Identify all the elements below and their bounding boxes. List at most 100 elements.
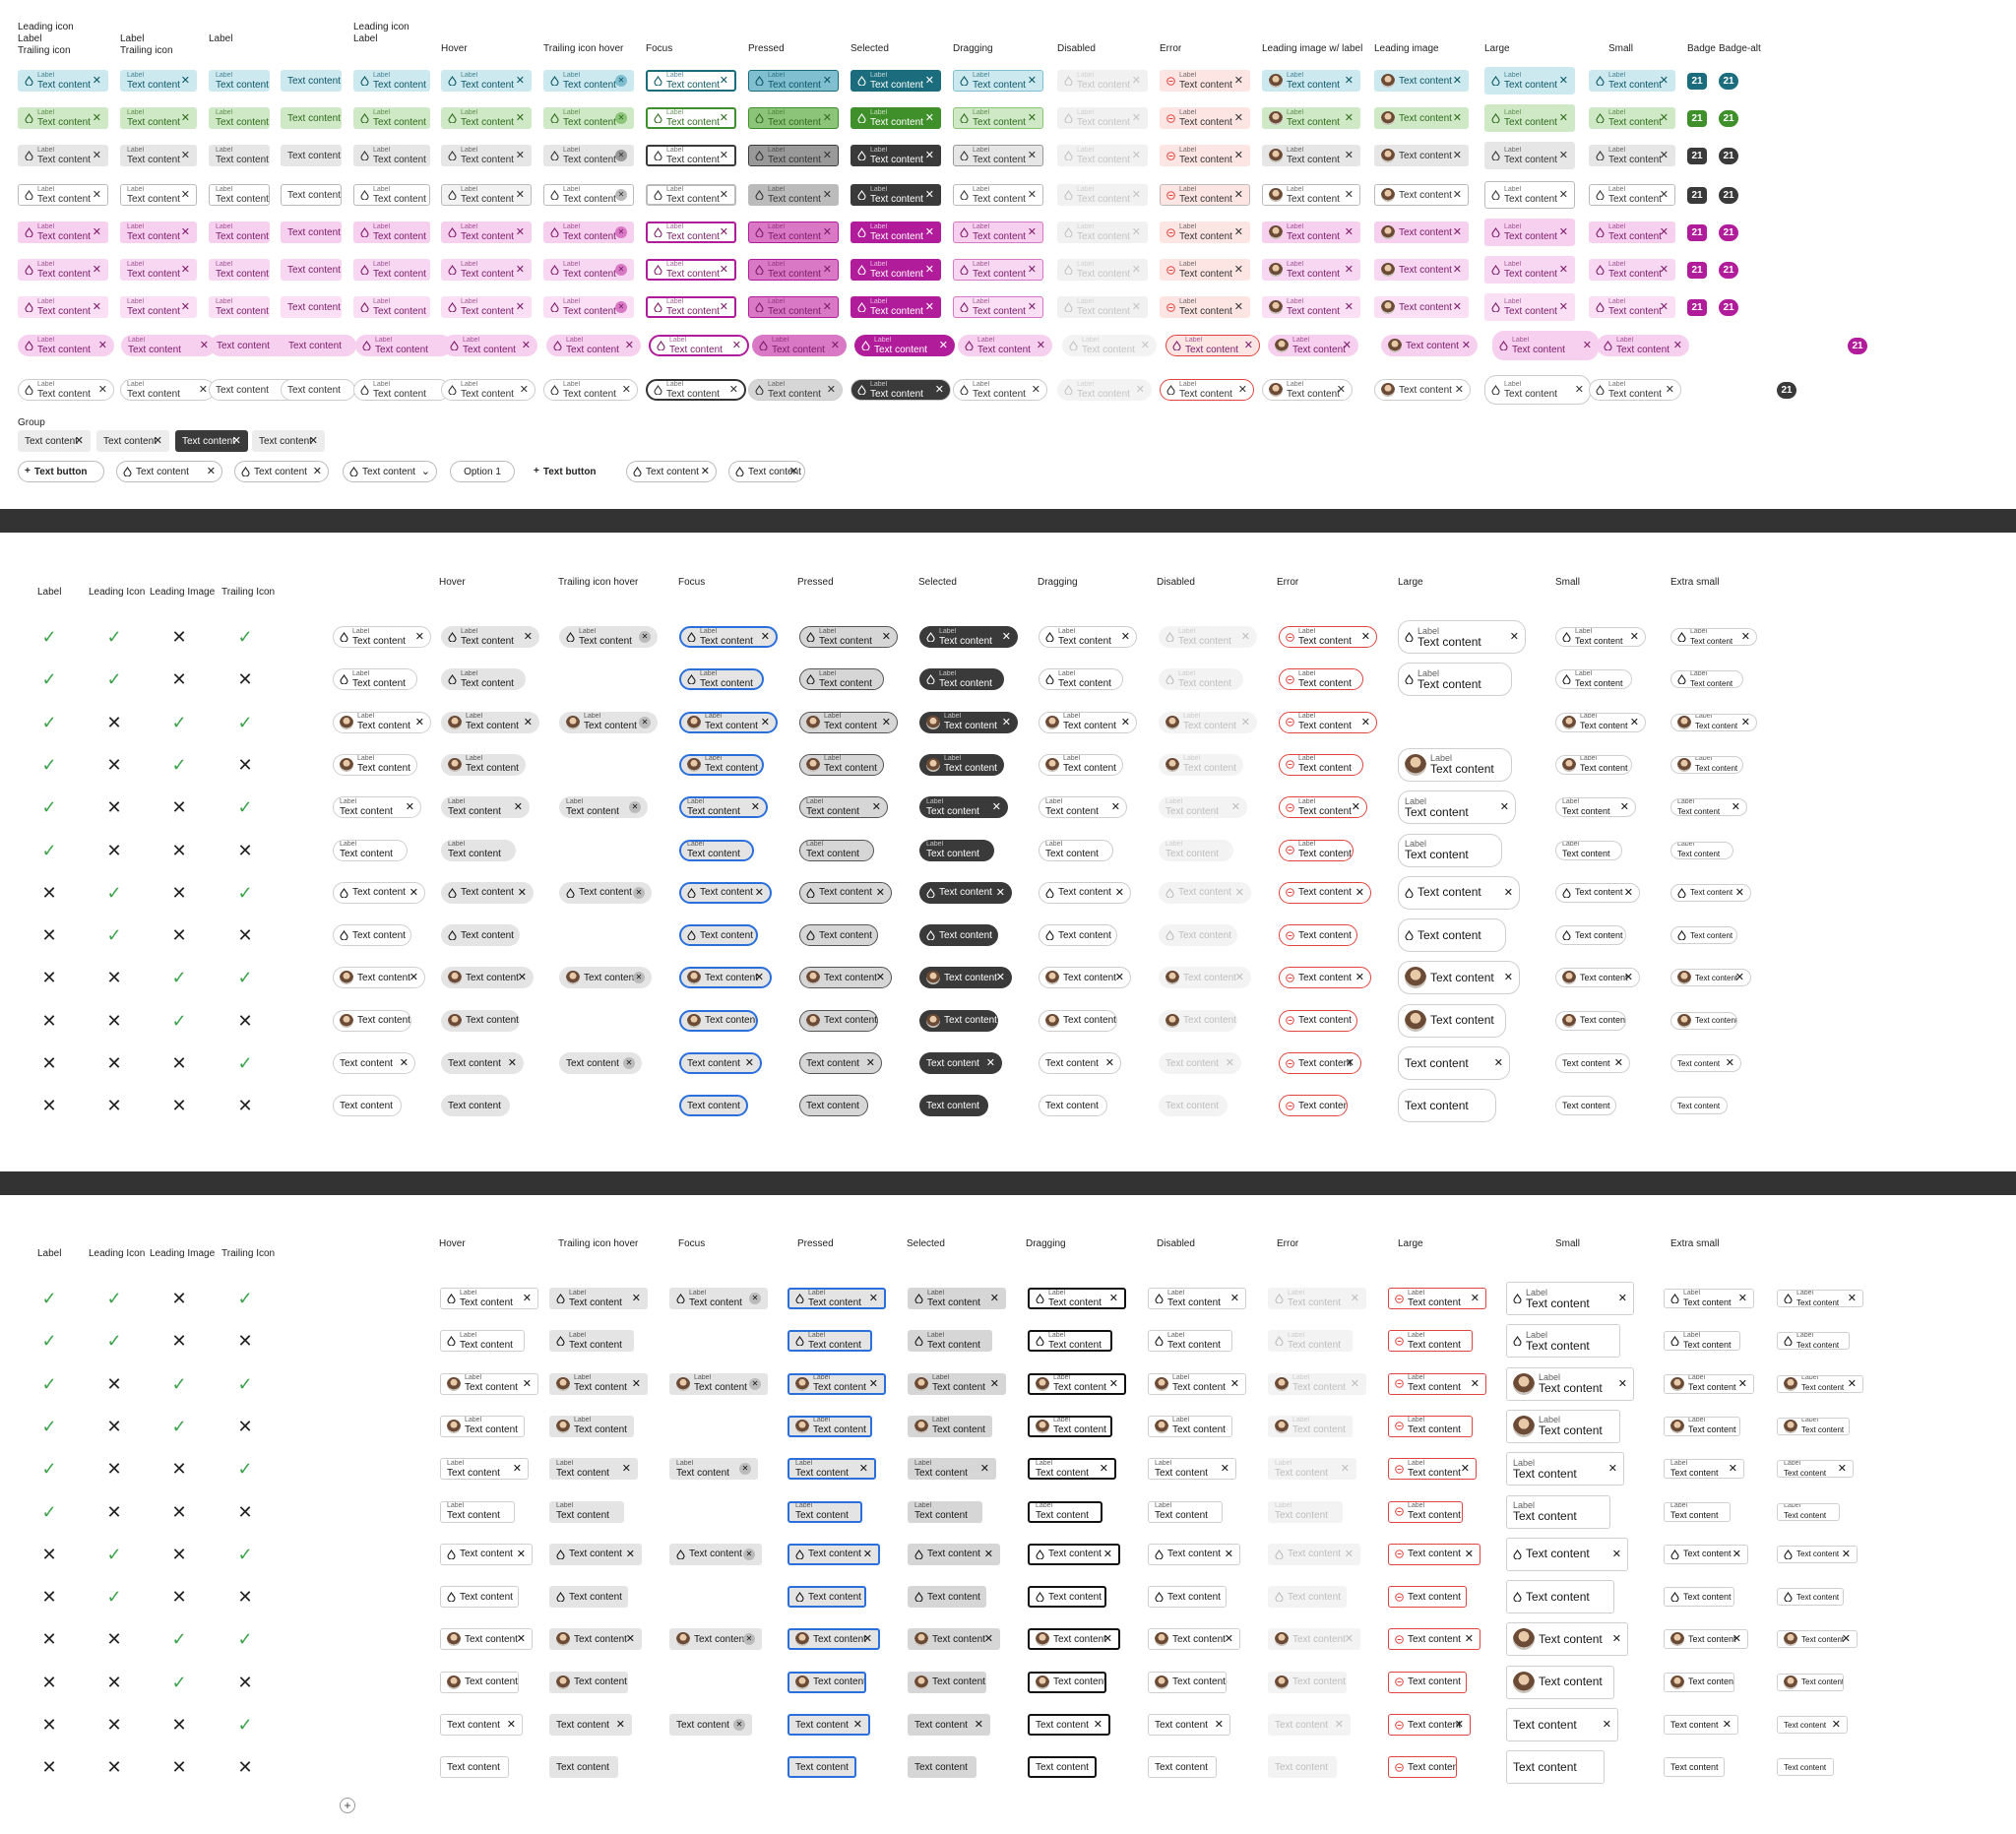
- close-icon[interactable]: ✕: [92, 301, 101, 313]
- chip[interactable]: Label Text content: [1028, 1415, 1112, 1437]
- chip[interactable]: Label Text content: [1777, 1502, 1840, 1521]
- chip[interactable]: Label Text content ✕: [850, 221, 941, 243]
- close-icon[interactable]: ✕: [881, 716, 891, 728]
- chip[interactable]: Text content✕: [333, 967, 425, 989]
- close-icon[interactable]: ✕: [625, 1548, 635, 1560]
- chip[interactable]: Text content✕: [1777, 1545, 1858, 1563]
- chip[interactable]: Label Text content ✕: [799, 626, 898, 648]
- chip[interactable]: Label Text content ✕: [18, 296, 108, 318]
- chip[interactable]: Label Text content ✕: [1388, 1458, 1477, 1481]
- chip[interactable]: Text content✕: [252, 430, 325, 452]
- chip[interactable]: Text content: [333, 1009, 411, 1032]
- chip[interactable]: Label Text content ✕: [1057, 107, 1148, 129]
- chip[interactable]: Label Text content: [333, 668, 417, 691]
- close-icon[interactable]: ✕: [858, 1463, 868, 1476]
- chip[interactable]: Text content✕: [1374, 184, 1469, 206]
- chip[interactable]: Label Text content ✕: [543, 379, 638, 401]
- close-icon[interactable]: ✕: [995, 972, 1005, 984]
- chip[interactable]: Label Text content: [1664, 1331, 1740, 1352]
- close-icon[interactable]: ✕: [621, 384, 631, 396]
- close-icon[interactable]: ✕: [1841, 1548, 1851, 1560]
- chip[interactable]: Label Text content ✕: [1398, 620, 1526, 654]
- close-icon[interactable]: ✕: [1036, 340, 1045, 351]
- close-icon[interactable]: ✕: [1731, 801, 1740, 814]
- chip[interactable]: Text content: [281, 221, 342, 243]
- close-icon[interactable]: ✕: [1499, 801, 1509, 814]
- chip[interactable]: Text content✕: [116, 461, 222, 482]
- chip[interactable]: Label Text content: [549, 1500, 624, 1523]
- chip[interactable]: Text content✕: [1374, 379, 1471, 401]
- chip[interactable]: Label Text content: [209, 259, 270, 281]
- close-icon[interactable]: ✕: [1737, 1377, 1747, 1390]
- close-icon[interactable]: ✕: [989, 1377, 999, 1390]
- chip[interactable]: Label Text content: [679, 839, 754, 861]
- chip[interactable]: Text content✕: [1374, 145, 1469, 166]
- chip[interactable]: Text content✕: [333, 881, 425, 904]
- close-icon[interactable]: ✕: [1452, 226, 1462, 238]
- chip[interactable]: Label Text content ✕: [850, 107, 941, 129]
- chip[interactable]: Text content✕: [441, 881, 534, 904]
- chip[interactable]: Label Text content ✕: [1160, 145, 1250, 166]
- chip[interactable]: Label Text content ✕: [1159, 626, 1257, 648]
- close-icon[interactable]: ✕: [1131, 189, 1141, 201]
- chip[interactable]: Text content✕: [1398, 1046, 1510, 1080]
- chip[interactable]: Label Text content: [1506, 1324, 1620, 1359]
- close-icon[interactable]: ✕: [1558, 189, 1568, 201]
- chip[interactable]: Text content✕: [1388, 1628, 1480, 1651]
- chip[interactable]: Text content✕: [1506, 1622, 1628, 1657]
- chip[interactable]: Text content: [1388, 1586, 1467, 1609]
- chip[interactable]: Text content: [919, 1095, 988, 1117]
- close-icon[interactable]: ✕: [625, 1633, 635, 1646]
- chip[interactable]: Text content: [441, 1009, 520, 1032]
- chip[interactable]: Label Text content ✕: [441, 711, 539, 733]
- chip[interactable]: Text content: [679, 1009, 758, 1032]
- chip[interactable]: Label Text content: [1388, 1330, 1473, 1353]
- close-icon[interactable]: ✕: [862, 1633, 872, 1646]
- chip[interactable]: Label Text content ✕: [1670, 713, 1757, 731]
- close-icon[interactable]: ✕: [750, 801, 760, 814]
- close-icon[interactable]: ✕: [639, 716, 651, 728]
- chip[interactable]: Label Text content ✕: [120, 70, 197, 92]
- chip[interactable]: Label Text content ✕: [1589, 296, 1675, 318]
- close-icon[interactable]: ✕: [1725, 1057, 1734, 1069]
- close-icon[interactable]: ✕: [1001, 631, 1011, 643]
- chip[interactable]: Label Text content ✕: [333, 711, 431, 733]
- close-icon[interactable]: ✕: [822, 301, 832, 313]
- add-icon[interactable]: +: [340, 1798, 355, 1813]
- chip[interactable]: Label Text content ✕: [1555, 712, 1646, 732]
- close-icon[interactable]: ✕: [1841, 1633, 1851, 1646]
- close-icon[interactable]: ✕: [1722, 1719, 1732, 1731]
- chip[interactable]: Label Text content ✕: [559, 711, 658, 733]
- chip[interactable]: Label Text content: [1028, 1500, 1102, 1523]
- chip[interactable]: Label Text content: [440, 1500, 515, 1523]
- close-icon[interactable]: ✕: [1558, 301, 1568, 313]
- close-icon[interactable]: ✕: [731, 340, 741, 351]
- chip[interactable]: Text content✕: [440, 1714, 523, 1736]
- close-icon[interactable]: ✕: [1617, 1293, 1627, 1304]
- chip[interactable]: Text content: [679, 924, 758, 947]
- close-icon[interactable]: ✕: [1031, 384, 1040, 396]
- close-icon[interactable]: ✕: [1452, 112, 1462, 124]
- close-icon[interactable]: ✕: [822, 150, 832, 161]
- close-icon[interactable]: ✕: [1464, 1548, 1474, 1560]
- chip[interactable]: Label Text content ✕: [1484, 142, 1575, 169]
- chip[interactable]: Label Text content: [1777, 1417, 1850, 1435]
- chip[interactable]: Text content✕: [1670, 1054, 1741, 1072]
- chip[interactable]: Label Text content ✕: [1160, 70, 1250, 92]
- chip[interactable]: Text content✕: [96, 430, 169, 452]
- close-icon[interactable]: ✕: [506, 1719, 516, 1731]
- chip[interactable]: Label Text content ✕: [850, 145, 941, 166]
- chip[interactable]: Text content✕: [788, 1714, 870, 1736]
- chip[interactable]: Label Text content: [1159, 668, 1243, 691]
- close-icon[interactable]: ✕: [865, 1057, 875, 1069]
- close-icon[interactable]: ✕: [1233, 301, 1243, 313]
- close-icon[interactable]: ✕: [1503, 886, 1513, 899]
- chip[interactable]: Label Text content ✕: [1398, 791, 1516, 825]
- close-icon[interactable]: ✕: [1503, 972, 1513, 984]
- chip[interactable]: Text content✕: [908, 1543, 1000, 1565]
- close-icon[interactable]: ✕: [1611, 1633, 1621, 1646]
- close-icon[interactable]: ✕: [1659, 75, 1669, 87]
- close-icon[interactable]: ✕: [826, 384, 836, 396]
- chip[interactable]: Text content✕: [1777, 1630, 1858, 1649]
- chip[interactable]: Label Text content ✕: [543, 259, 634, 281]
